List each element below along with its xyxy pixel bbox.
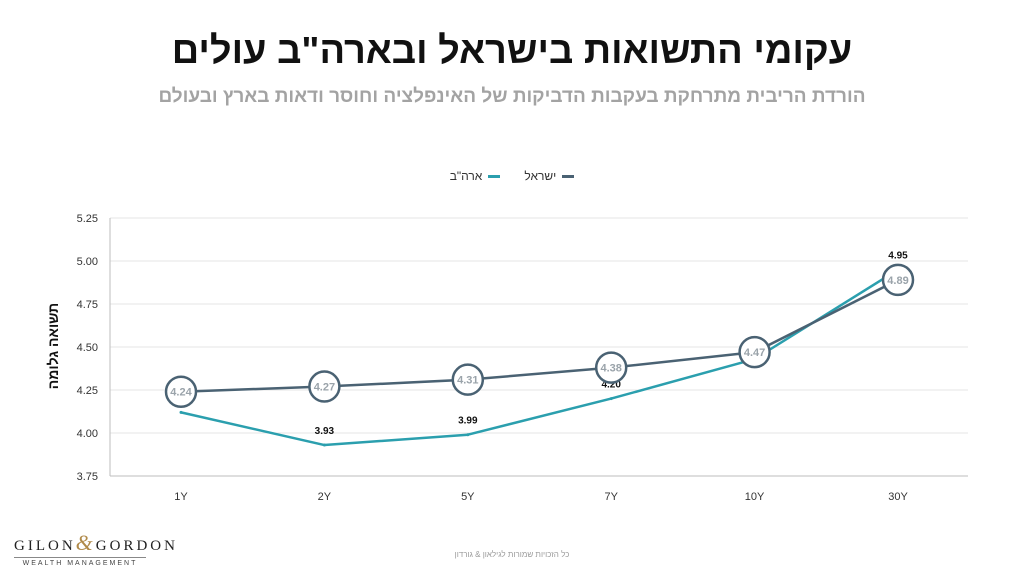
x-tick-label: 7Y xyxy=(604,491,618,503)
israel-data-label: 4.31 xyxy=(457,375,478,387)
usa-point xyxy=(322,443,326,447)
usa-point xyxy=(466,433,470,437)
legend-swatch-usa xyxy=(488,174,501,178)
israel-data-label: 4.27 xyxy=(314,382,335,394)
israel-point xyxy=(594,351,628,384)
logo-right: GORDON xyxy=(95,538,178,554)
y-tick-label: 3.75 xyxy=(77,471,98,483)
y-tick-label: 4.00 xyxy=(77,428,98,440)
x-tick-label: 2Y xyxy=(318,491,332,503)
legend-label-usa: ארה"ב xyxy=(449,169,483,183)
logo-amp: & xyxy=(75,530,96,555)
israel-data-label: 4.24 xyxy=(170,387,192,399)
x-tick-label: 1Y xyxy=(174,491,188,503)
legend-swatch-israel xyxy=(562,174,575,178)
legend: ישראל ארה"ב xyxy=(0,166,1024,186)
logo-left: GILON xyxy=(14,538,76,554)
israel-point xyxy=(881,263,915,297)
israel-data-label: 4.89 xyxy=(887,275,908,287)
usa-data-label: 4.20 xyxy=(601,380,621,391)
chart-title: עקומי התשואות בישראל ובארה"ב עולים xyxy=(171,30,853,72)
israel-point xyxy=(738,335,771,369)
israel-point xyxy=(451,363,485,396)
usa-data-label: 3.93 xyxy=(315,426,335,437)
series-lines xyxy=(180,268,899,447)
legend-item-israel[interactable]: ישראל xyxy=(524,166,575,186)
series-line-usa xyxy=(180,268,899,447)
logo-subtitle: WEALTH MANAGEMENT xyxy=(14,557,146,567)
usa-point xyxy=(609,397,613,401)
legend-label-israel: ישראל xyxy=(524,169,557,183)
x-tick-label: 30Y xyxy=(888,491,908,503)
x-tick-label: 10Y xyxy=(745,491,765,503)
y-tick-label: 4.50 xyxy=(77,342,98,354)
footer-copyright: כל הזכויות שמורות לגילאון & גורדון xyxy=(454,550,570,559)
data-labels: 3.93 3.99 4.20 4.95 4.24 4.27 4.31 4.38 4.47 4.89 xyxy=(164,251,915,447)
chart-subtitle: הורדת הריבית מתרחקת בעקבות הדביקות של הא… xyxy=(158,86,866,107)
y-tick-label: 5.25 xyxy=(77,213,98,225)
axes: 3.75 4.00 4.25 4.50 4.75 5.00 5.25 1Y 2Y 5Y 7Y 10Y 3… xyxy=(77,213,968,503)
y-tick-label: 5.00 xyxy=(77,256,98,268)
usa-data-label: 3.99 xyxy=(458,416,478,427)
y-tick-label: 4.25 xyxy=(77,385,98,397)
legend-item-usa[interactable]: ארה"ב xyxy=(450,166,501,186)
y-tick-label: 4.75 xyxy=(77,299,98,311)
series-line-israel xyxy=(180,278,899,393)
israel-point xyxy=(164,375,198,408)
brand-logo: GILON&GORDON WEALTH MANAGEMENT xyxy=(14,530,175,567)
logo-wordmark: GILON&GORDON xyxy=(14,530,175,556)
usa-point xyxy=(179,410,183,414)
israel-data-label: 4.38 xyxy=(600,363,621,375)
israel-point xyxy=(308,370,341,403)
israel-data-label: 4.47 xyxy=(744,347,765,359)
x-tick-label: 5Y xyxy=(461,491,475,503)
grid-lines xyxy=(110,217,968,434)
y-axis-label: תשואה גלומה xyxy=(45,303,61,389)
usa-data-label: 4.95 xyxy=(888,251,908,262)
